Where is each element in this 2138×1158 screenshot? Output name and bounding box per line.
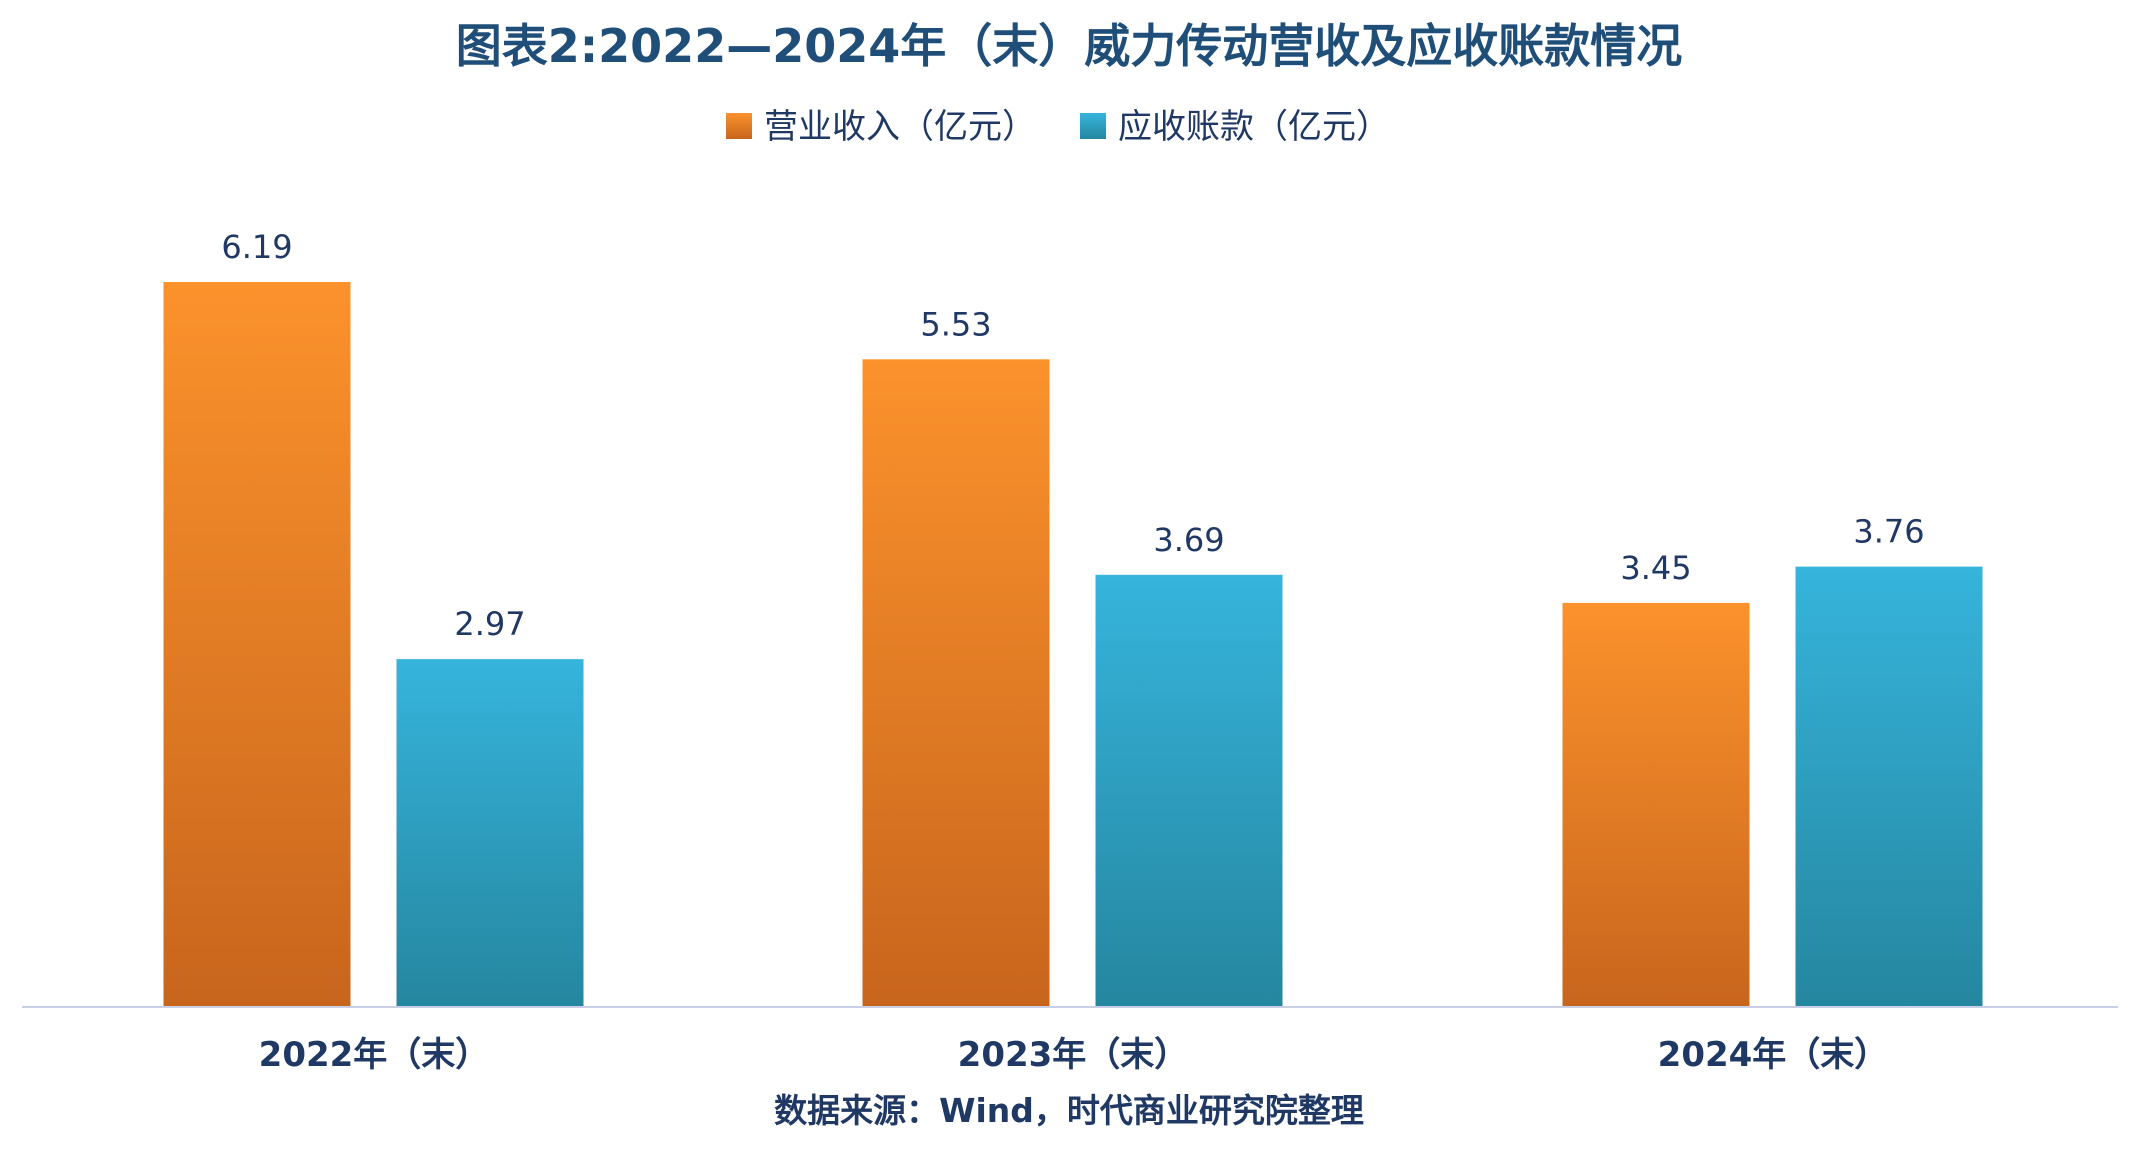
bars-group	[163, 282, 1983, 1007]
receivables-bar-2	[1795, 566, 1983, 1007]
revenue-bar-1	[862, 359, 1050, 1007]
source-note: 数据来源：Wind，时代商业研究院整理	[774, 1091, 1364, 1130]
data-labels-group: 6.19 5.53 3.45 2.97 3.69 3.76	[221, 228, 1924, 643]
revenue-bar-0	[163, 282, 351, 1007]
revenue-value-label-0: 6.19	[221, 228, 292, 266]
legend-swatch-receivables	[1080, 113, 1106, 139]
revenue-value-label-2: 3.45	[1620, 549, 1691, 587]
receivables-value-label-1: 3.69	[1153, 521, 1224, 559]
receivables-value-label-0: 2.97	[454, 605, 525, 643]
legend-label-receivables: 应收账款（亿元）	[1118, 107, 1390, 147]
category-labels-group: 2022年（末） 2023年（末） 2024年（末）	[259, 1035, 1889, 1075]
receivables-bar-0	[396, 659, 584, 1007]
revenue-value-label-1: 5.53	[920, 305, 991, 343]
legend-label-revenue: 营业收入（亿元）	[764, 107, 1036, 147]
receivables-value-label-2: 3.76	[1853, 513, 1924, 551]
category-label: 2022年（末）	[259, 1035, 490, 1075]
receivables-bar-1	[1095, 574, 1283, 1007]
legend: 营业收入（亿元） 应收账款（亿元）	[726, 107, 1390, 147]
category-label: 2023年（末）	[958, 1035, 1189, 1075]
chart-title: 图表2:2022—2024年（末）威力传动营收及应收账款情况	[456, 19, 1682, 73]
category-label: 2024年（末）	[1658, 1035, 1889, 1075]
revenue-bar-2	[1562, 602, 1750, 1007]
legend-swatch-revenue	[726, 113, 752, 139]
